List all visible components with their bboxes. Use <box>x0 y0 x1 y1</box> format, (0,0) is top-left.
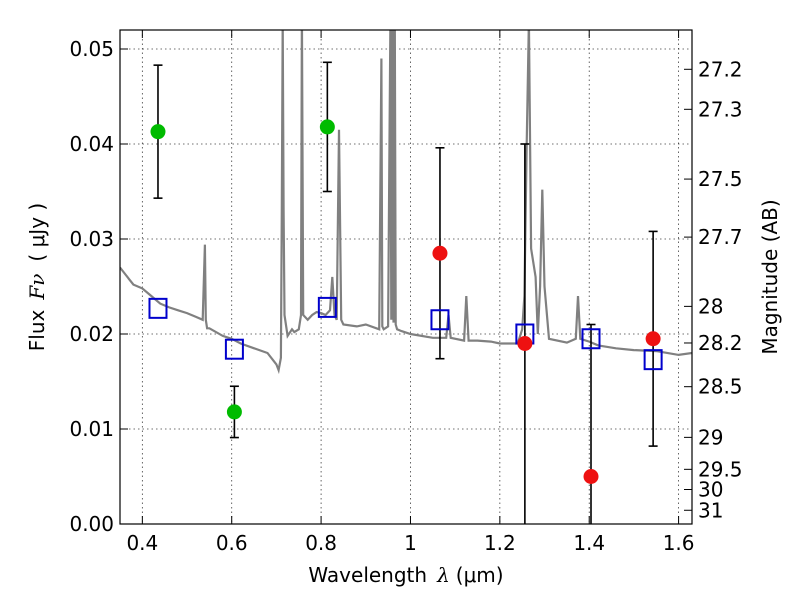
nondetected-flux-point <box>645 331 661 347</box>
x-tick-label: 0.8 <box>305 531 337 555</box>
y-tick-label: 0.05 <box>69 37 114 61</box>
y-tick-label: 0.00 <box>69 512 114 536</box>
plot-frame <box>119 29 693 525</box>
x-axis-label: Wavelength λ (μm) <box>308 563 503 587</box>
x-tick-label: 0.4 <box>126 531 158 555</box>
plot-background <box>120 30 692 524</box>
model-spectrum-line <box>120 30 692 375</box>
x-tick-label: 1.4 <box>573 531 605 555</box>
detected-flux-point <box>319 119 335 135</box>
model-flux-square <box>430 309 450 331</box>
spectrum-layer <box>120 30 692 375</box>
y2-tick-label: 27.7 <box>698 225 743 249</box>
y-tick-labels: 0.00 0.01 0.02 0.03 0.04 0.05 <box>69 37 114 536</box>
nondetected-flux-point <box>517 336 533 351</box>
y-tick-label: 0.03 <box>69 227 114 251</box>
y-tick-label: 0.04 <box>69 132 114 156</box>
x-tick-label: 1.2 <box>484 531 516 555</box>
nondetected-flux-point <box>583 469 599 484</box>
model-flux-square <box>224 338 244 360</box>
observed-points-layer <box>150 119 661 484</box>
y2-tick-label: 28.5 <box>698 375 743 399</box>
x-tick-label: 0.6 <box>216 531 248 555</box>
y2-tick-label: 27.3 <box>698 97 743 121</box>
x-tick-label: 1 <box>404 531 417 555</box>
x-tick-labels: 0.4 0.6 0.8 1 1.2 1.4 1.6 <box>126 531 694 555</box>
model-flux-square <box>317 296 337 318</box>
model-flux-square <box>148 297 168 319</box>
y-tick-label: 0.02 <box>69 322 114 346</box>
model-flux-square <box>581 328 601 350</box>
y-axis-label: FluxFν( μJy ) <box>25 203 49 351</box>
y2-axis-label: Magnitude (AB) <box>758 199 782 354</box>
model-flux-square <box>643 349 663 371</box>
y2-tick-label: 28.2 <box>698 331 743 355</box>
y2-tick-label: 31 <box>698 498 723 522</box>
y2-tick-label: 30 <box>698 478 723 502</box>
y2-tick-label: 29.5 <box>698 457 743 481</box>
y2-tick-label: 28 <box>698 294 723 318</box>
nondetected-flux-point <box>432 245 448 261</box>
detected-flux-point <box>226 404 242 420</box>
detected-flux-point <box>150 124 166 140</box>
x-tick-label: 1.6 <box>663 531 695 555</box>
y2-tick-label: 29 <box>698 425 723 449</box>
axis-ticks <box>120 30 692 525</box>
y2-tick-label: 27.5 <box>698 167 743 191</box>
y2-tick-label: 27.2 <box>698 57 743 81</box>
y-tick-label: 0.01 <box>69 417 114 441</box>
